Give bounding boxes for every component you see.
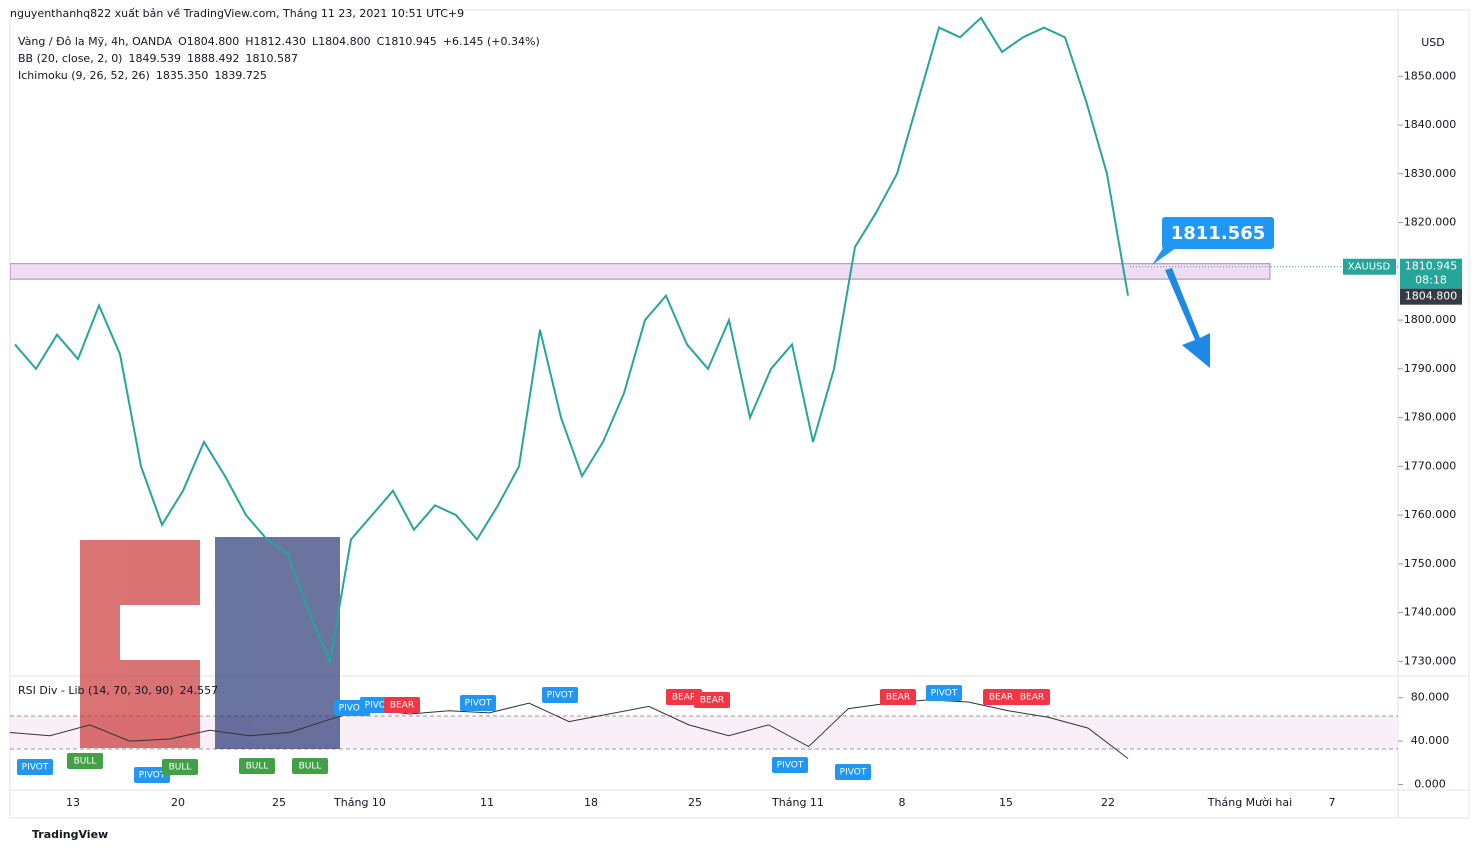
signal-badge bbox=[666, 689, 702, 705]
countdown: 08:18 bbox=[1415, 274, 1447, 287]
legend-item: L1804.800 bbox=[312, 35, 371, 48]
signal-label: PIVOT bbox=[465, 699, 492, 709]
signal-label: BEAR bbox=[886, 693, 910, 703]
signal-label: BULL bbox=[246, 762, 269, 772]
legend-item: 1849.539 bbox=[128, 52, 181, 65]
price-line bbox=[14, 16, 1129, 665]
time-label: 20 bbox=[171, 796, 185, 809]
prev-price-bg bbox=[1400, 288, 1462, 305]
signal-label: BEAR bbox=[1020, 693, 1044, 703]
prev-price: 1804.800 bbox=[1405, 290, 1458, 303]
price-tick-label: 1850.000 bbox=[1404, 69, 1457, 82]
down-arrow bbox=[1165, 268, 1210, 368]
legend-item: +6.145 (+0.34%) bbox=[443, 35, 540, 48]
signal-badge bbox=[134, 767, 170, 783]
time-label: Tháng 10 bbox=[333, 796, 386, 809]
signal-label: PIVOT bbox=[339, 704, 366, 714]
price-tick-label: 1840.000 bbox=[1404, 118, 1457, 131]
signal-label: PIVOT bbox=[777, 761, 804, 771]
price-tick-label: 1830.000 bbox=[1404, 167, 1457, 180]
price-tick-label: 1790.000 bbox=[1404, 362, 1457, 375]
legend-item: RSI Div - Lib (14, 70, 30, 90) bbox=[18, 684, 174, 697]
rsi-tick-label: 0.000 bbox=[1414, 778, 1446, 791]
rsi-tick-label: 80.000 bbox=[1411, 691, 1450, 704]
last-price: 1810.945 bbox=[1405, 260, 1458, 273]
signal-label: BULL bbox=[299, 762, 322, 772]
time-label: 7 bbox=[1329, 796, 1336, 809]
symbol-tag-bg bbox=[1343, 258, 1396, 275]
logo bbox=[80, 537, 340, 749]
price-tick-label: 1770.000 bbox=[1404, 459, 1457, 472]
price-tick-label: 1740.000 bbox=[1404, 606, 1457, 619]
legend-item: 1810.587 bbox=[245, 52, 298, 65]
signal-badge bbox=[772, 757, 808, 773]
publisher: nguyenthanhq822 xuất bản về TradingView.… bbox=[10, 7, 464, 20]
signal-badge bbox=[983, 689, 1019, 705]
legend-item: H1812.430 bbox=[245, 35, 306, 48]
time-label: Tháng 11 bbox=[771, 796, 824, 809]
rsi-tick-label: 40.000 bbox=[1411, 734, 1450, 747]
signal-badge bbox=[880, 689, 916, 705]
signal-badge bbox=[292, 758, 328, 774]
signal-label: PIVOT bbox=[840, 768, 867, 778]
signal-label: BEAR bbox=[989, 693, 1013, 703]
signal-label: PIVOT bbox=[547, 691, 574, 701]
time-label: 18 bbox=[584, 796, 598, 809]
signal-label: PIVOT bbox=[139, 771, 166, 781]
signal-badge bbox=[835, 764, 871, 780]
time-label: 25 bbox=[688, 796, 702, 809]
signal-badge bbox=[67, 753, 103, 769]
time-label: 15 bbox=[999, 796, 1013, 809]
legend-item: 1835.350 bbox=[156, 69, 209, 82]
legend-item: Ichimoku (9, 26, 52, 26) bbox=[18, 69, 150, 82]
price-tick-label: 1800.000 bbox=[1404, 313, 1457, 326]
legend-item: BB (20, close, 2, 0) bbox=[18, 52, 122, 65]
symbol-tag: XAUUSD bbox=[1348, 262, 1391, 273]
callout-label: 1811.565 bbox=[1171, 223, 1266, 244]
zone bbox=[10, 263, 1271, 280]
signal-label: PIVOT bbox=[931, 689, 958, 699]
legend-item: Vàng / Đô la Mỹ, 4h, OANDA bbox=[18, 35, 173, 48]
signal-label: BEAR bbox=[700, 696, 724, 706]
legend-item: 1888.492 bbox=[187, 52, 240, 65]
signal-label: BULL bbox=[74, 757, 97, 767]
signal-badge bbox=[384, 697, 420, 713]
callout-bg bbox=[1162, 217, 1274, 249]
signal-badge bbox=[926, 685, 962, 701]
signal-label: BEAR bbox=[672, 693, 696, 703]
time-label: 25 bbox=[272, 796, 286, 809]
price-tick-label: 1760.000 bbox=[1404, 508, 1457, 521]
signal-badge bbox=[542, 687, 578, 703]
legend-item: 24.557 bbox=[180, 684, 219, 697]
legend-item: 1839.725 bbox=[214, 69, 267, 82]
time-label: 13 bbox=[66, 796, 80, 809]
brand: TradingView bbox=[32, 828, 108, 841]
frame bbox=[9, 9, 1470, 819]
signal-badge bbox=[162, 759, 198, 775]
price-tick-label: 1780.000 bbox=[1404, 411, 1457, 424]
signal-badge bbox=[17, 759, 53, 775]
price-tick-label: 1730.000 bbox=[1404, 654, 1457, 667]
signal-label: BEAR bbox=[390, 701, 414, 711]
time-label: Tháng Mười hai bbox=[1207, 796, 1292, 809]
signal-label: BULL bbox=[169, 763, 192, 773]
currency: USD bbox=[1421, 36, 1445, 49]
price-tick-label: 1750.000 bbox=[1404, 557, 1457, 570]
legend-item: O1804.800 bbox=[178, 35, 239, 48]
callout-tail bbox=[1152, 245, 1180, 265]
signal-label: PIVOT bbox=[365, 701, 392, 711]
signal-badge bbox=[239, 758, 275, 774]
time-label: 22 bbox=[1101, 796, 1115, 809]
price-tick-label: 1820.000 bbox=[1404, 216, 1457, 229]
signal-badge bbox=[1014, 689, 1050, 705]
time-label: 8 bbox=[899, 796, 906, 809]
legend-item: C1810.945 bbox=[377, 35, 437, 48]
signal-badge bbox=[694, 692, 730, 708]
signal-label: PIVOT bbox=[22, 763, 49, 773]
time-label: 11 bbox=[480, 796, 494, 809]
last-price-bg bbox=[1400, 258, 1462, 289]
signal-badge bbox=[460, 695, 496, 711]
